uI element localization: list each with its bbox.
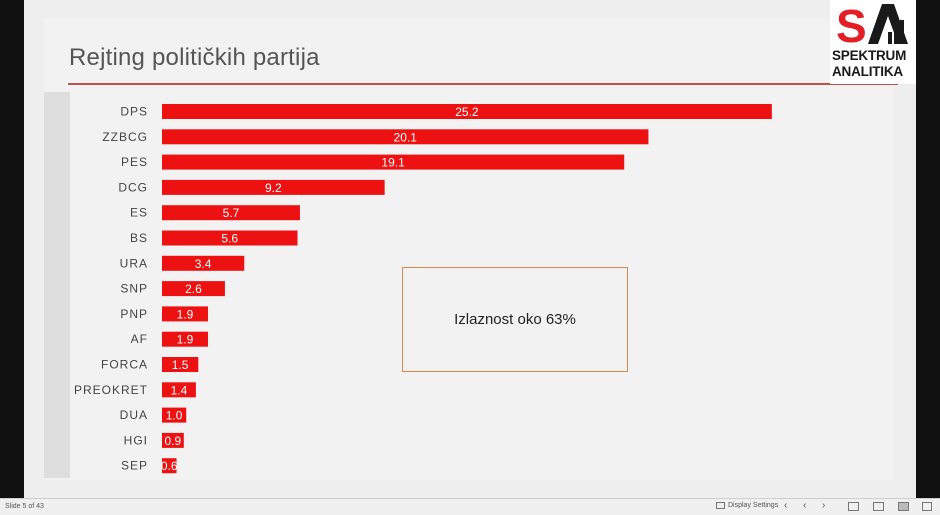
data-label-hgi: 0.9 [165,434,182,448]
data-label-es: 5.7 [223,206,240,220]
data-label-af: 1.9 [177,333,194,347]
party-rating-chart: DPS 25.2 ZZBCG 20.1 PES 19.1 DCG 9.2 ES 5.7 BS 5.6 U… [74,104,772,474]
bar-zzbcg [162,129,649,145]
monitor-icon [716,502,725,509]
bar-pes [162,154,625,170]
category-label-forca: FORCA [101,358,148,372]
previous-slide-button-icon[interactable]: ‹ [803,500,807,511]
bar-snp [162,281,225,297]
title-divider [68,83,898,85]
chevron-left-icon[interactable]: ‹ [784,500,788,511]
company-logo: S SPEKTRUM ANALITIKA [830,0,916,84]
bar-pnp [162,306,208,322]
presentation-slide: Rejting političkih partija S SPEKTRUM AN… [24,0,916,498]
display-settings-button[interactable]: Display Settings [716,502,778,509]
category-label-dps: DPS [120,105,148,119]
data-label-dcg: 9.2 [265,181,282,195]
bar-dua [162,407,187,423]
data-label-pes: 19.1 [381,156,405,170]
data-label-zzbcg: 20.1 [394,130,418,144]
reading-view-icon[interactable] [898,502,909,511]
category-label-dcg: DCG [118,180,148,194]
category-label-pnp: PNP [120,307,148,321]
category-label-zzbcg: ZZBCG [102,130,148,144]
turnout-textbox: Izlaznost oko 63% [402,267,628,372]
category-label-hgi: HGI [124,433,148,447]
status-bar: Slide 5 of 43 Display Settings ‹ ‹ › [0,498,940,515]
bar-preokret [162,382,196,398]
bar-forca [162,357,199,372]
data-label-pnp: 1.9 [177,307,194,321]
logo-text-spektrum: SPEKTRUM [832,48,907,63]
slide-counter: Slide 5 of 43 [5,503,44,510]
slide-sorter-icon[interactable] [873,502,884,511]
category-label-preokret: PREOKRET [74,383,148,397]
slideshow-icon[interactable] [922,502,932,511]
category-label-bs: BS [130,231,148,245]
bar-sep [162,458,177,474]
slide-content-area [44,18,894,480]
bar-ura [162,255,245,271]
right-black-border [916,0,940,498]
bar-af [162,331,208,347]
category-label-es: ES [130,206,148,220]
data-label-ura: 3.4 [195,257,212,271]
bar-bs [162,230,298,246]
category-label-dua: DUA [120,408,148,422]
slide-title: Rejting političkih partija [69,44,320,71]
data-label-sep: 0.6 [161,459,178,473]
display-settings-label: Display Settings [728,502,779,509]
logo-text-analitika: ANALITIKA [832,64,903,79]
data-label-preokret: 1.4 [171,383,188,397]
bar-es [162,205,300,221]
category-label-ura: URA [120,256,148,270]
bar-dps [162,104,772,119]
category-label-sep: SEP [121,459,148,473]
bar-dcg [162,179,385,195]
category-label-snp: SNP [120,282,148,296]
data-label-snp: 2.6 [185,282,202,296]
left-black-border [0,0,24,498]
bar-hgi [162,432,184,448]
svg-text:S: S [836,2,867,46]
category-label-pes: PES [121,155,148,169]
slide-left-panel [44,92,70,478]
data-label-dua: 1.0 [166,409,183,423]
normal-view-icon[interactable] [848,502,859,511]
data-label-dps: 25.2 [455,105,479,119]
data-label-bs: 5.6 [221,232,238,246]
data-label-forca: 1.5 [172,358,189,372]
chevron-right-icon[interactable]: › [822,500,826,511]
category-label-af: AF [131,332,148,346]
logo-mark-icon: S [836,2,908,46]
